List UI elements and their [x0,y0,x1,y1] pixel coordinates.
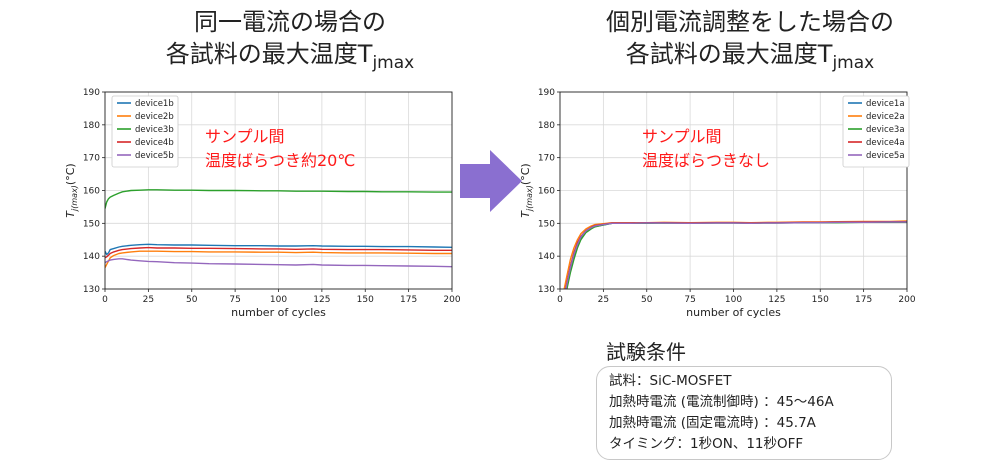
legend: device1a device2a device3a device4a device5a [842,95,910,168]
legend-label-device2b: device2b [135,112,174,122]
annotation-line: 温度ばらつきなし [642,151,770,170]
left-heading-line1: 同一電流の場合の [194,8,386,36]
x-tick-label: 150 [812,295,829,305]
series-line-device5a [565,221,907,289]
x-tick-label: 200 [443,295,460,305]
condition-timing: タイミング：1秒ON、11秒OFF [609,436,804,452]
left-heading-line2: 各試料の最大温度Tjmax [110,38,470,79]
series-line-device3b [105,189,452,209]
legend-label-device2a: device2a [866,112,905,122]
series-group [105,189,452,269]
y-tick-label: 160 [538,187,555,197]
x-tick-label: 75 [684,295,695,305]
right-chart-heading: 個別電流調整をした場合の 各試料の最大温度Tjmax [560,6,940,79]
chart-same-current: 0 25 50 75 100 125 150 175 200 130 140 150 160 170 180… [64,88,461,319]
y-tick-label: 160 [83,187,100,197]
legend-label-device3b: device3b [135,125,174,135]
x-tick-label: 175 [400,295,417,305]
annotation-line: サンプル間 [642,127,722,146]
plot-frame [559,91,908,290]
plot-frame [104,91,453,290]
y-axis-title-subscript: j(max) [525,185,534,212]
y-tick-label: 180 [83,121,100,131]
legend-label-device5b: device5b [135,151,174,161]
y-tick-label: 140 [538,252,555,262]
test-conditions-title: 試験条件 [606,340,686,364]
condition-current-fixed: 加熱時電流 (固定電流時) ：45.7A [609,415,816,431]
condition-sample: 試料：SiC-MOSFET [609,373,732,389]
legend-label-device1a: device1a [866,99,905,109]
y-tick-label: 170 [538,154,555,164]
y-tick-label: 180 [538,121,555,131]
y-tick-label: 140 [83,252,100,262]
left-heading-line2-main: 各試料の最大温度T [165,40,373,68]
legend-label-device4b: device4b [135,138,174,148]
right-heading-line2: 各試料の最大温度Tjmax [560,38,940,79]
y-tick-label: 130 [538,285,555,295]
series-group [563,220,907,289]
right-arrow-icon [460,150,522,212]
arrow-shape [460,150,522,212]
series-line-device2b [105,250,452,269]
x-tick-label: 25 [598,295,609,305]
x-tick-label: 150 [357,295,374,305]
x-tick-label: 75 [229,295,240,305]
annotation-line: 温度ばらつき約20℃ [205,151,355,170]
legend: device1b device2b device3b device4b device5b [111,95,179,168]
legend-label-device1b: device1b [135,99,174,109]
y-tick-label: 150 [83,219,100,229]
x-tick-label: 50 [641,295,653,305]
x-tick-label: 125 [313,295,330,305]
x-axis-title: number of cycles [231,306,326,319]
x-tick-label: 0 [102,295,108,305]
test-conditions-box: 試料：SiC-MOSFET 加熱時電流 (電流制御時) ：45～46A 加熱時電… [596,366,892,460]
left-heading-subscript: jmax [372,53,415,73]
x-tick-label: 125 [768,295,785,305]
condition-current-controlled: 加熱時電流 (電流制御時) ：45～46A [609,394,834,410]
right-heading-subscript: jmax [832,53,875,73]
chart-individual-current: 0 25 50 75 100 125 150 175 200 130 140 150 160 170 180… [519,88,916,319]
y-axis-title-main: T [519,210,532,218]
y-axis-title: Tj(max)(°C) [519,163,534,217]
y-tick-label: 190 [83,88,100,98]
x-axis-title: number of cycles [686,306,781,319]
y-axis-title: Tj(max)(°C) [64,163,79,217]
right-heading-line2-main: 各試料の最大温度T [625,40,833,68]
x-tick-label: 0 [557,295,563,305]
y-tick-label: 190 [538,88,555,98]
y-axis-title-main: T [64,210,77,218]
x-tick-label: 100 [270,295,287,305]
legend-box [842,95,910,168]
left-chart-heading: 同一電流の場合の 各試料の最大温度Tjmax [110,6,470,79]
series-line-device1b [105,243,452,256]
series-line-device4b [105,246,452,259]
x-tick-label: 175 [855,295,872,305]
y-axis-title-unit: (°C) [519,163,532,185]
legend-label-device5a: device5a [866,151,905,161]
x-tick-label: 100 [725,295,742,305]
y-axis-title-subscript: j(max) [70,185,79,212]
annotation-line: サンプル間 [205,127,285,146]
legend-box [111,95,179,168]
legend-label-device4a: device4a [866,138,905,148]
series-line-device5b [105,258,452,268]
x-tick-label: 200 [898,295,915,305]
right-heading-line1: 個別電流調整をした場合の [606,8,894,36]
y-tick-label: 170 [83,154,100,164]
x-tick-label: 50 [186,295,198,305]
legend-label-device3a: device3a [866,125,905,135]
y-tick-label: 150 [538,219,555,229]
y-tick-label: 130 [83,285,100,295]
x-tick-label: 25 [143,295,154,305]
y-axis-title-unit: (°C) [64,163,77,185]
